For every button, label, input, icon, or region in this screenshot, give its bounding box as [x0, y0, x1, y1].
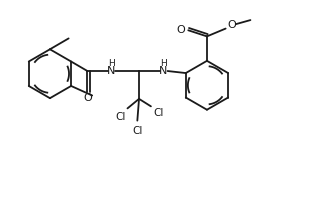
Text: O: O	[227, 20, 236, 30]
Text: N: N	[159, 66, 168, 76]
Text: H: H	[160, 59, 167, 68]
Text: Cl: Cl	[132, 126, 143, 136]
Text: N: N	[107, 66, 115, 76]
Text: O: O	[83, 93, 92, 103]
Text: Cl: Cl	[153, 108, 164, 118]
Text: Cl: Cl	[115, 112, 126, 122]
Text: O: O	[177, 25, 185, 35]
Text: H: H	[108, 59, 115, 68]
